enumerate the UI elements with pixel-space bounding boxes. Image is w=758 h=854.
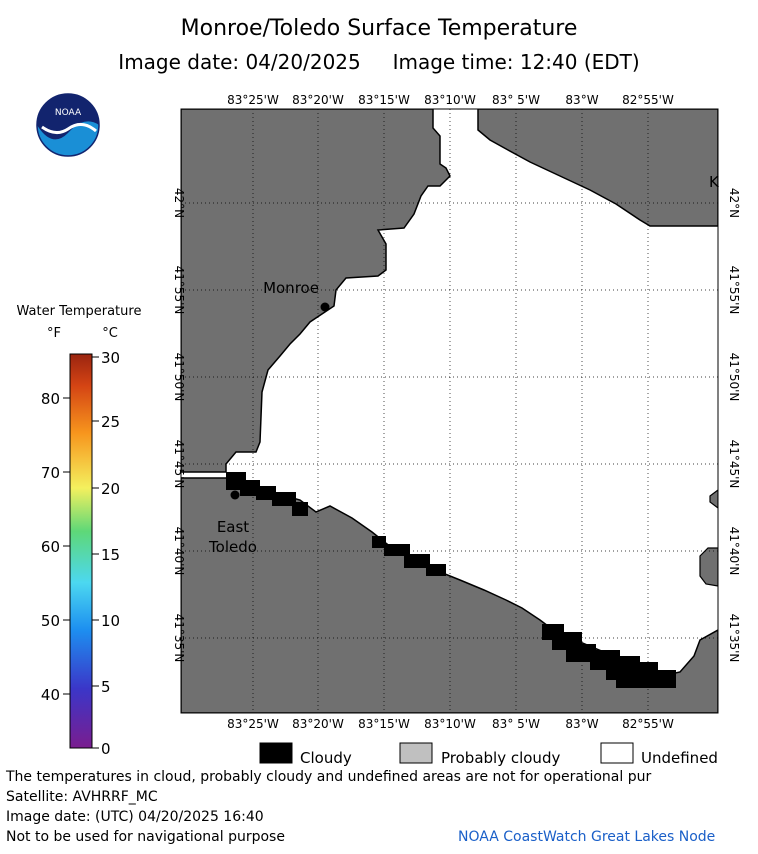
page-title: Monroe/Toledo Surface Temperature: [180, 16, 578, 41]
logo-text: NOAA: [55, 108, 82, 118]
probably-cloudy-label: Probably cloudy: [441, 749, 560, 767]
lat-label: 41°35'N: [172, 614, 186, 663]
east-toledo-marker: [230, 490, 240, 500]
f-tick: 60: [41, 538, 60, 556]
east-island-1: [709, 489, 718, 509]
lat-label: 41°40'N: [727, 527, 741, 576]
f-tick: 80: [41, 390, 60, 408]
undefined-label: Undefined: [641, 749, 718, 767]
lat-label: 41°35'N: [727, 614, 741, 663]
c-tick: 10: [101, 612, 120, 630]
graticule: [181, 109, 718, 713]
credit-link[interactable]: NOAA CoastWatch Great Lakes Node: [458, 829, 716, 845]
f-tick-labels: 80 70 60 50 40: [41, 390, 60, 704]
c-tick: 20: [101, 480, 120, 498]
lon-label: 83° 5'W: [492, 717, 540, 731]
image-date: Image date: 04/20/2025: [118, 50, 361, 74]
k-label: K: [709, 173, 720, 191]
footer-navigation-warning: Not to be used for navigational purpose: [6, 829, 285, 845]
lon-label: 83°25'W: [227, 717, 279, 731]
east-toledo-label-1: East: [217, 518, 249, 536]
lon-label: 83° 5'W: [492, 93, 540, 107]
lat-label: 41°50'N: [172, 353, 186, 402]
east-land: [477, 109, 718, 227]
lon-label: 83°10'W: [424, 717, 476, 731]
lon-label: 83°15'W: [358, 93, 410, 107]
lon-label: 83°15'W: [358, 717, 410, 731]
image-date-time: Image date: 04/20/2025 Image time: 12:40…: [0, 50, 758, 74]
c-tick-labels: 30 25 20 15 10 5 0: [101, 349, 120, 758]
lon-label: 83°20'W: [292, 93, 344, 107]
lat-label: 42°N: [172, 188, 186, 218]
monroe-marker: [320, 302, 330, 312]
undefined-swatch: [600, 742, 634, 764]
lon-label: 83°W: [565, 717, 598, 731]
c-tick: 25: [101, 413, 120, 431]
lat-label: 41°45'N: [727, 440, 741, 489]
lat-labels-left: 42°N 41°55'N 41°50'N 41°45'N 41°40'N 41°…: [172, 188, 186, 663]
lat-label: 41°55'N: [727, 266, 741, 315]
lat-label: 41°55'N: [172, 266, 186, 315]
footer-disclaimer: The temperatures in cloud, probably clou…: [6, 769, 652, 785]
map-border: [180, 108, 719, 714]
image-time: Image time: 12:40 (EDT): [392, 50, 640, 74]
lon-label: 83°25'W: [227, 93, 279, 107]
monroe-label: Monroe: [263, 279, 319, 297]
lat-labels-right: 42°N 41°55'N 41°50'N 41°45'N 41°40'N 41°…: [727, 188, 741, 663]
lon-labels-top: 83°25'W 83°20'W 83°15'W 83°10'W 83° 5'W …: [227, 93, 674, 107]
lon-labels-bottom: 83°25'W 83°20'W 83°15'W 83°10'W 83° 5'W …: [227, 717, 674, 731]
lon-label: 83°10'W: [424, 93, 476, 107]
noaa-logo-icon: NOAA: [36, 93, 100, 157]
east-island-2: [699, 547, 718, 587]
footer-utc-date: Image date: (UTC) 04/20/2025 16:40: [6, 809, 264, 825]
scale-title: Water Temperature: [17, 304, 142, 319]
lat-label: 41°40'N: [172, 527, 186, 576]
east-toledo-label-2: Toledo: [208, 538, 257, 556]
f-tick: 40: [41, 686, 60, 704]
unit-f: °F: [47, 326, 61, 341]
f-tick: 50: [41, 612, 60, 630]
cloud-pixels: [226, 472, 676, 688]
c-tick: 0: [101, 740, 111, 758]
lon-label: 83°W: [565, 93, 598, 107]
color-scale-bar: [69, 353, 93, 749]
c-tick: 5: [101, 678, 111, 696]
cloudy-label: Cloudy: [300, 749, 352, 767]
scale-ticks: [63, 356, 99, 749]
c-tick: 15: [101, 546, 120, 564]
c-tick: 30: [101, 349, 120, 367]
cloudy-swatch: [259, 742, 293, 764]
lat-label: 42°N: [727, 188, 741, 218]
lon-label: 83°20'W: [292, 717, 344, 731]
f-tick: 70: [41, 464, 60, 482]
lat-label: 41°45'N: [172, 440, 186, 489]
lon-label: 82°55'W: [622, 93, 674, 107]
lon-label: 82°55'W: [622, 717, 674, 731]
footer-satellite: Satellite: AVHRRF_MC: [6, 789, 158, 805]
unit-c: °C: [102, 326, 118, 341]
probably-cloudy-swatch: [399, 742, 433, 764]
lat-label: 41°50'N: [727, 353, 741, 402]
west-land: [181, 109, 451, 473]
